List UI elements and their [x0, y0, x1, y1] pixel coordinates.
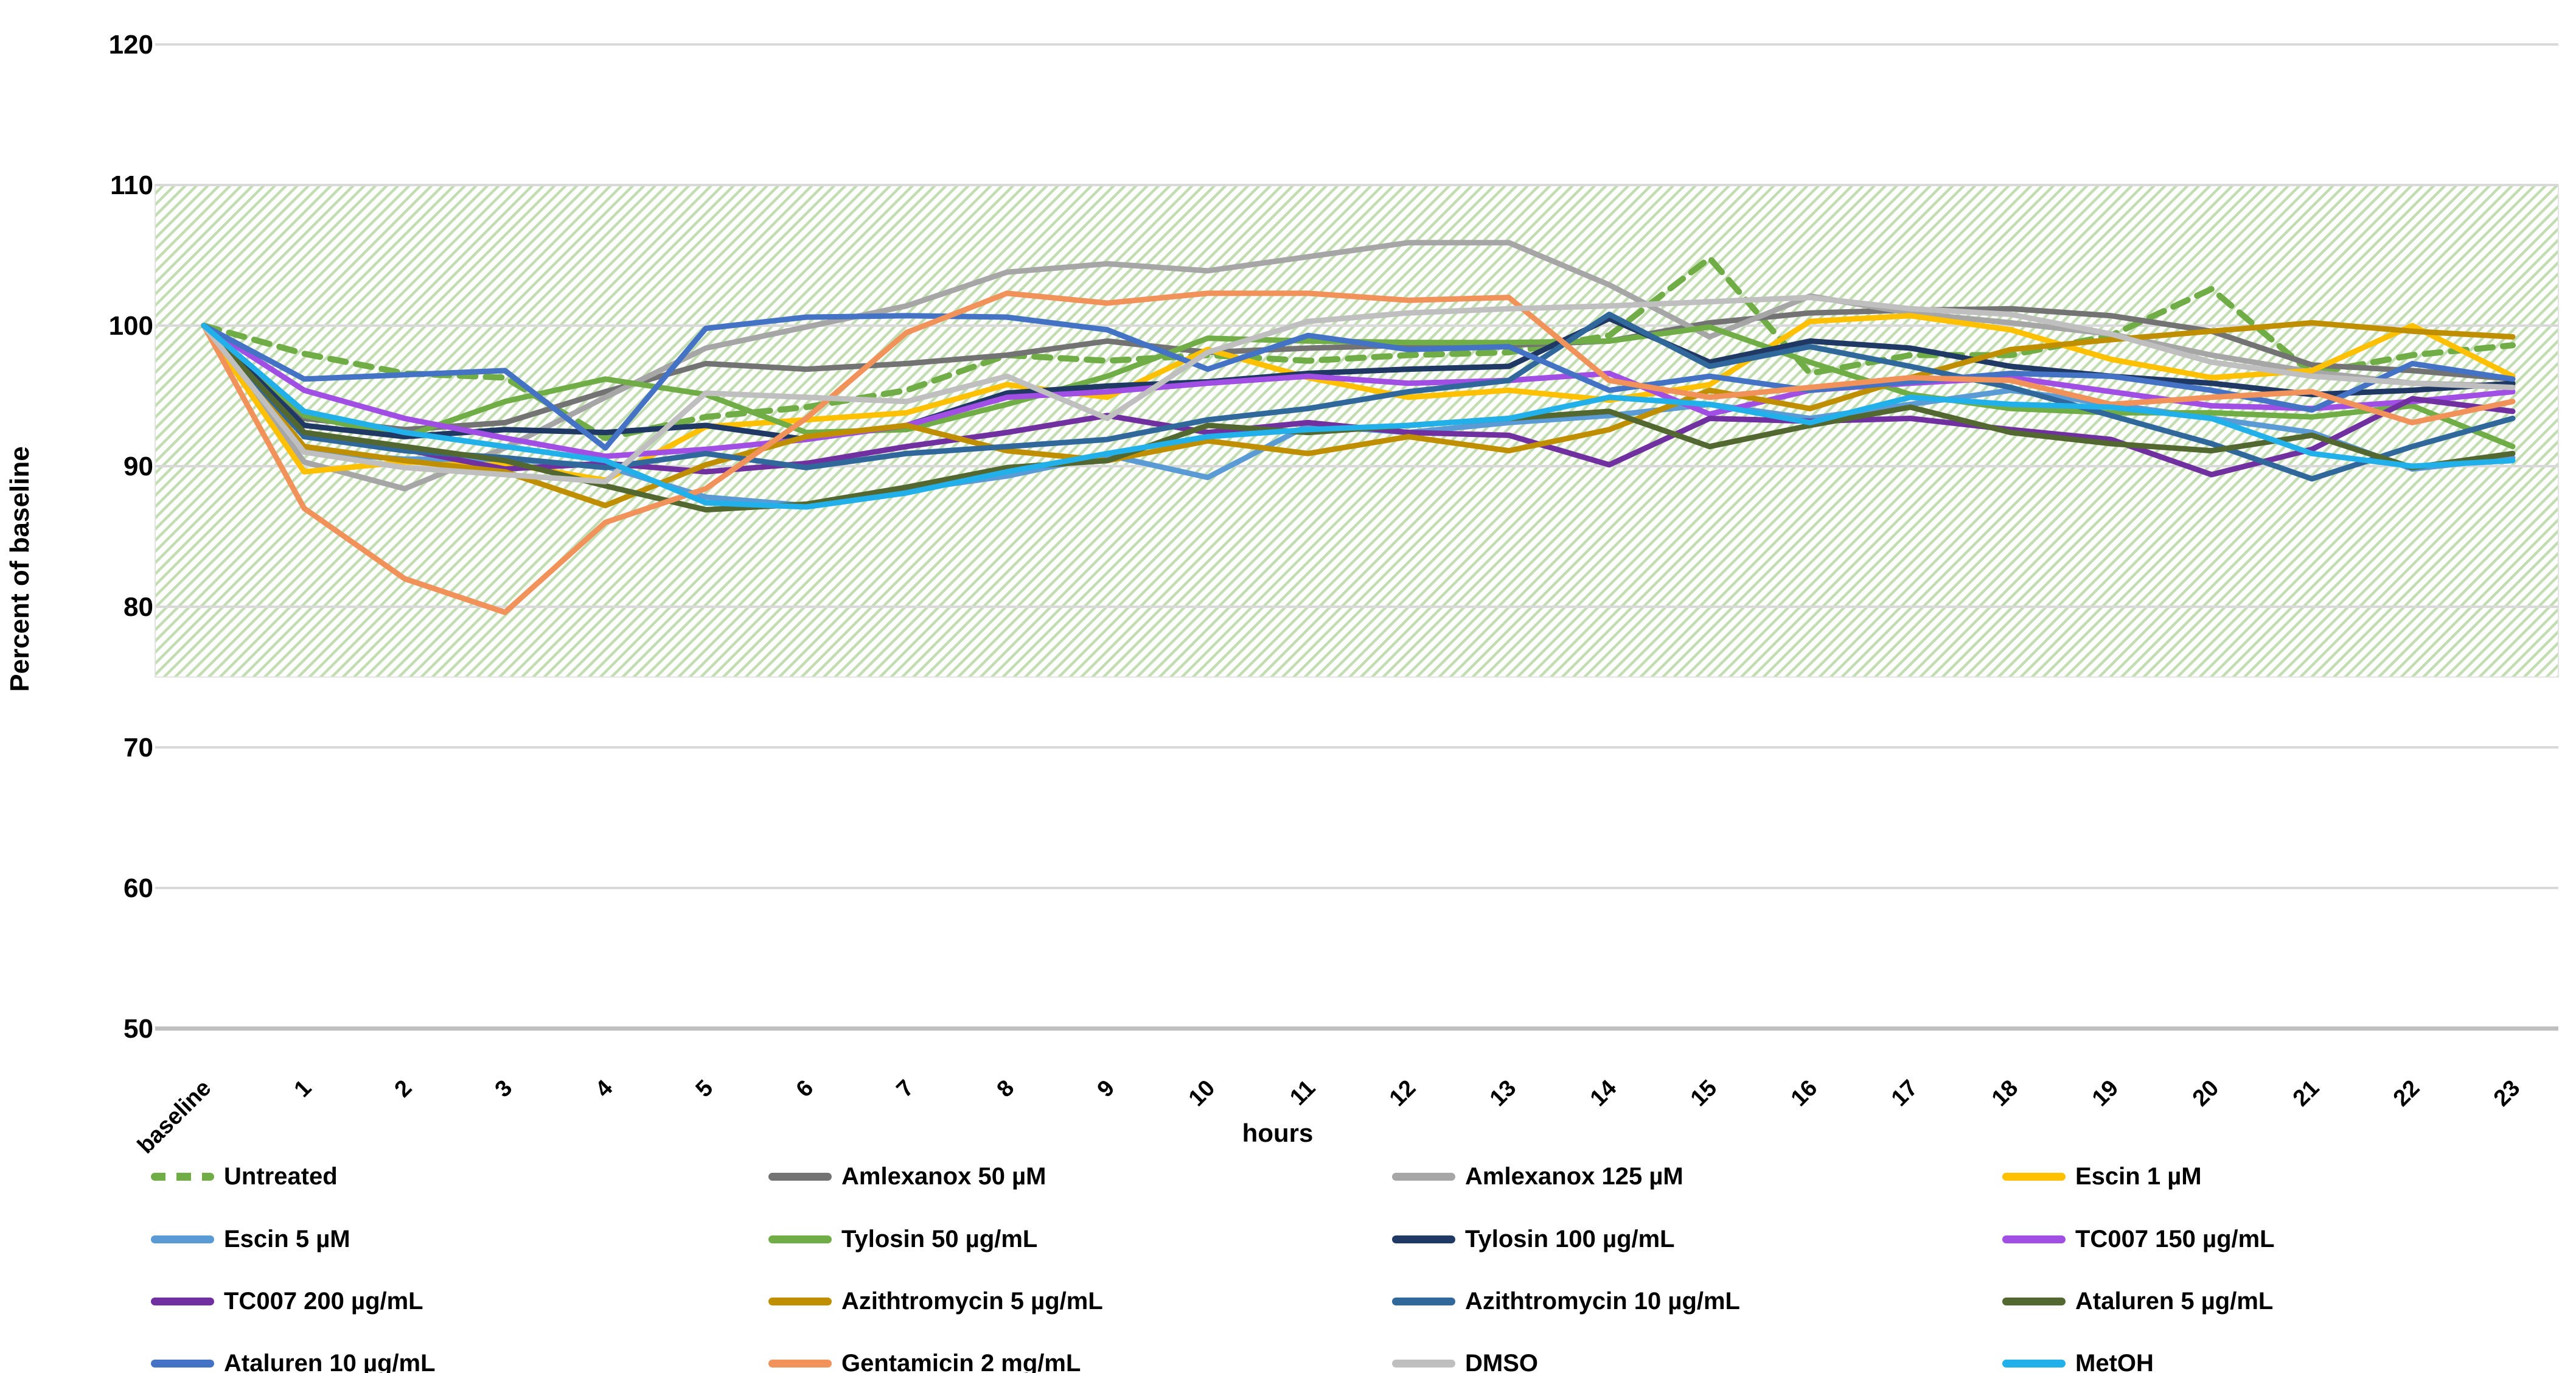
- legend-swatch-line: [768, 1172, 832, 1181]
- series-line-escin-1-m: [201, 313, 2516, 483]
- legend-swatch-line: [151, 1359, 214, 1368]
- x-tick-label: 20: [2188, 1075, 2224, 1112]
- legend-label: Untreated: [224, 1162, 338, 1190]
- x-tick-label: 5: [691, 1075, 719, 1103]
- legend-item: Gentamicin 2 mg/mL: [768, 1346, 1081, 1373]
- legend-item: DMSO: [1392, 1346, 1538, 1373]
- x-tick-label: 15: [1686, 1075, 1722, 1112]
- legend-label: Azithtromycin 5 µg/mL: [841, 1287, 1103, 1315]
- x-tick-label: 18: [1987, 1075, 2024, 1112]
- x-tick-label: 1: [290, 1075, 317, 1103]
- legend-item: Amlexanox 125 µM: [1392, 1159, 1683, 1193]
- y-tick-label: 60: [124, 873, 153, 903]
- series-line-metoh: [201, 323, 2516, 510]
- legend-swatch-line: [151, 1172, 214, 1181]
- x-tick-label: 8: [992, 1075, 1020, 1103]
- x-tick-label: 14: [1586, 1075, 1622, 1112]
- legend-label: DMSO: [1465, 1349, 1538, 1373]
- legend-label: MetOH: [2075, 1349, 2154, 1373]
- x-tick-label: 11: [1285, 1075, 1320, 1111]
- series-line-gentamicin-2-mg-ml: [201, 290, 2516, 615]
- x-tick-label: 4: [591, 1075, 618, 1103]
- legend-swatch-line: [151, 1297, 214, 1305]
- legend-label: Escin 5 µM: [224, 1225, 350, 1252]
- series-line-ataluren-10-g-ml: [201, 313, 2516, 451]
- legend-label: Azithtromycin 10 µg/mL: [1465, 1287, 1740, 1315]
- legend-item: TC007 150 µg/mL: [2002, 1222, 2275, 1256]
- x-tick-label: 9: [1093, 1075, 1120, 1103]
- x-tick-label: 17: [1887, 1075, 1923, 1112]
- legend-item: Escin 1 µM: [2002, 1159, 2202, 1193]
- legend-label: Escin 1 µM: [2075, 1162, 2202, 1190]
- legend-swatch-line: [768, 1359, 832, 1368]
- y-tick-label: 110: [110, 170, 153, 200]
- legend-item: Amlexanox 50 µM: [768, 1159, 1046, 1193]
- y-tick-label: 70: [124, 733, 153, 763]
- legend-swatch-line: [2002, 1359, 2066, 1368]
- x-tick-label: 22: [2389, 1075, 2425, 1112]
- legend-swatch-line: [1392, 1172, 1455, 1181]
- legend-item: Azithtromycin 10 µg/mL: [1392, 1284, 1740, 1318]
- legend-item: Tylosin 50 µg/mL: [768, 1222, 1037, 1256]
- legend-item: Escin 5 µM: [151, 1222, 350, 1256]
- x-tick-label: baseline: [133, 1075, 216, 1159]
- x-tick-label: 23: [2489, 1075, 2526, 1112]
- x-tick-label: 16: [1786, 1075, 1823, 1112]
- legend-label: Ataluren 5 µg/mL: [2075, 1287, 2274, 1315]
- y-tick-label: 90: [124, 452, 153, 481]
- legend-swatch-line: [1392, 1235, 1455, 1243]
- legend-label: Amlexanox 125 µM: [1465, 1162, 1683, 1190]
- legend-swatch-line: [151, 1235, 214, 1243]
- y-tick-label: 80: [124, 592, 153, 622]
- legend-label: Ataluren 10 µg/mL: [224, 1349, 436, 1373]
- x-tick-label: 10: [1184, 1075, 1220, 1112]
- legend-swatch-line: [2002, 1297, 2066, 1305]
- y-tick-label: 50: [124, 1014, 153, 1044]
- y-axis-title: Percent of baseline: [5, 446, 35, 692]
- x-tick-label: 2: [390, 1075, 417, 1103]
- legend-item: Untreated: [151, 1159, 338, 1193]
- legend-swatch-line: [768, 1235, 832, 1243]
- series-line-azithtromycin-10-g-ml: [201, 312, 2516, 482]
- legend-item: Ataluren 5 µg/mL: [2002, 1284, 2273, 1318]
- legend-swatch-line: [768, 1297, 832, 1305]
- legend-label: Gentamicin 2 mg/mL: [841, 1349, 1081, 1373]
- legend-item: MetOH: [2002, 1346, 2154, 1373]
- legend-label: TC007 150 µg/mL: [2075, 1225, 2275, 1252]
- series-line-untreated: [201, 255, 2516, 441]
- legend-item: Tylosin 100 µg/mL: [1392, 1222, 1675, 1256]
- x-tick-label: 6: [792, 1075, 819, 1103]
- x-tick-label: 12: [1385, 1075, 1421, 1112]
- series-line-amlexanox-50-m: [201, 306, 2516, 433]
- legend-label: TC007 200 µg/mL: [224, 1287, 423, 1315]
- legend-label: Tylosin 50 µg/mL: [841, 1225, 1038, 1252]
- x-tick-label: 21: [2288, 1075, 2325, 1112]
- x-tick-label: 3: [490, 1075, 518, 1103]
- legend-swatch-line: [1392, 1359, 1455, 1368]
- y-tick-label: 100: [109, 311, 153, 341]
- y-tick-label: 120: [109, 30, 153, 60]
- legend-swatch-line: [2002, 1172, 2066, 1181]
- legend-label: Tylosin 100 µg/mL: [1465, 1225, 1675, 1252]
- legend-item: TC007 200 µg/mL: [151, 1284, 423, 1318]
- x-axis-title: hours: [1242, 1119, 1314, 1147]
- legend-item: Ataluren 10 µg/mL: [151, 1346, 436, 1373]
- legend-swatch-line: [1392, 1297, 1455, 1305]
- series-line-tc007-150-g-ml: [201, 323, 2516, 459]
- x-tick-label: 13: [1485, 1075, 1522, 1112]
- series-line-dmso: [201, 295, 2516, 484]
- x-tick-label: 19: [2087, 1075, 2124, 1112]
- legend-item: Azithtromycin 5 µg/mL: [768, 1284, 1103, 1318]
- legend-swatch-line: [2002, 1235, 2066, 1243]
- legend-label: Amlexanox 50 µM: [841, 1162, 1046, 1190]
- x-tick-label: 7: [892, 1075, 919, 1103]
